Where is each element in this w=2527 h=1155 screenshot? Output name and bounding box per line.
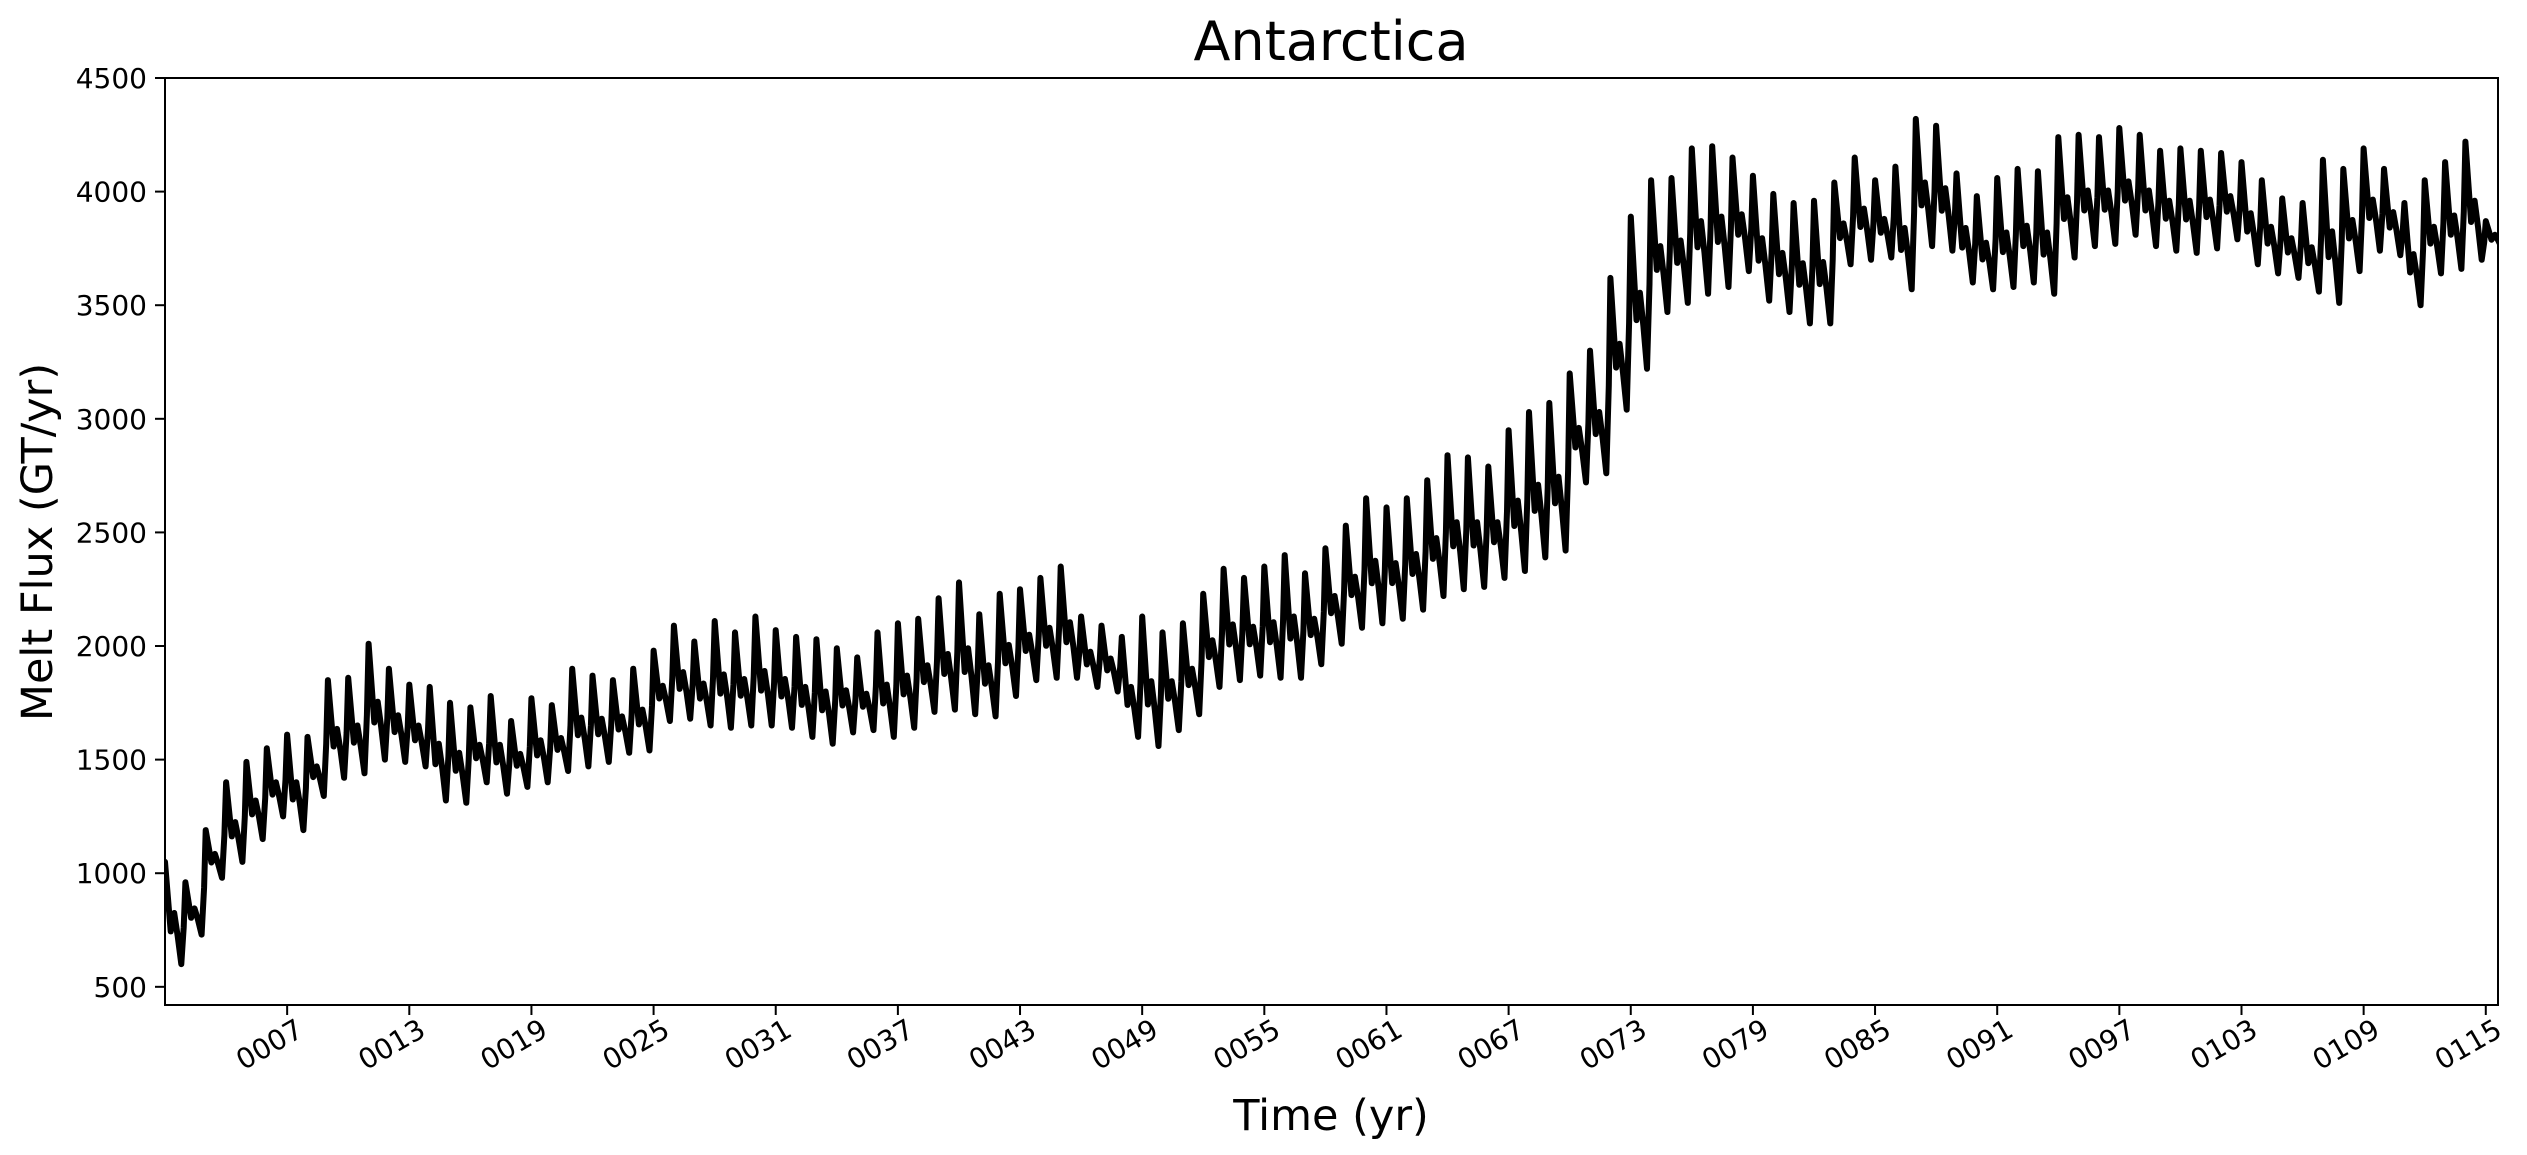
x-tick-label: 0073 bbox=[1574, 1012, 1652, 1076]
x-tick-label: 0115 bbox=[2429, 1012, 2507, 1076]
y-tick-label: 3500 bbox=[76, 289, 147, 322]
x-tick-label: 0055 bbox=[1208, 1012, 1286, 1076]
y-tick-label: 3000 bbox=[76, 403, 147, 436]
y-tick-label: 4500 bbox=[76, 62, 147, 95]
y-tick-label: 500 bbox=[94, 971, 147, 1004]
plot-area-frame bbox=[164, 77, 2499, 1006]
x-tick-label: 0097 bbox=[2063, 1012, 2141, 1076]
x-axis-ticks: 0007 0013 0019 0025 0031 0037 0043 0049 0055 0061… bbox=[230, 1005, 2507, 1077]
y-tick-label: 2500 bbox=[76, 516, 147, 549]
x-tick-label: 0007 bbox=[230, 1012, 308, 1076]
x-tick-label: 0079 bbox=[1696, 1012, 1774, 1076]
x-tick-label: 0109 bbox=[2307, 1012, 2385, 1076]
x-tick-label: 0061 bbox=[1330, 1012, 1408, 1076]
x-tick-label: 0019 bbox=[475, 1012, 553, 1076]
x-tick-label: 0091 bbox=[1940, 1012, 2018, 1076]
y-tick-label: 1500 bbox=[76, 744, 147, 777]
y-axis-ticks: 500 1000 1500 2000 2500 3000 3500 4000 4500 bbox=[76, 62, 165, 1004]
x-tick-label: 0025 bbox=[597, 1012, 675, 1076]
y-axis-label: Melt Flux (GT/yr) bbox=[13, 363, 63, 721]
y-tick-label: 2000 bbox=[76, 630, 147, 663]
chart-title: Antarctica bbox=[1193, 10, 1468, 73]
x-tick-label: 0037 bbox=[841, 1012, 919, 1076]
x-tick-label: 0031 bbox=[719, 1012, 797, 1076]
x-tick-label: 0067 bbox=[1452, 1012, 1530, 1076]
x-tick-label: 0103 bbox=[2185, 1012, 2263, 1076]
melt-flux-series-line bbox=[165, 115, 2498, 968]
x-tick-label: 0085 bbox=[1818, 1012, 1896, 1076]
y-tick-label: 1000 bbox=[76, 857, 147, 890]
x-tick-label: 0013 bbox=[353, 1012, 431, 1076]
x-axis-label: Time (yr) bbox=[1232, 1091, 1429, 1141]
x-tick-label: 0043 bbox=[963, 1012, 1041, 1076]
y-tick-label: 4000 bbox=[76, 176, 147, 209]
x-tick-label: 0049 bbox=[1085, 1012, 1163, 1076]
